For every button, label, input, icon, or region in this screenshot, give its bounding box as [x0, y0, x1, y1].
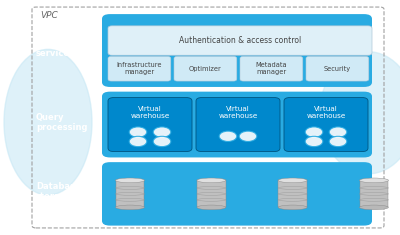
Text: Cloud
services: Cloud services — [36, 39, 75, 58]
Text: Infrastructure
manager: Infrastructure manager — [117, 62, 162, 75]
Ellipse shape — [360, 205, 388, 210]
Ellipse shape — [116, 178, 144, 183]
Text: Virtual
warehouse: Virtual warehouse — [130, 106, 170, 119]
FancyBboxPatch shape — [196, 98, 280, 152]
Ellipse shape — [4, 49, 92, 195]
Ellipse shape — [116, 205, 144, 210]
Bar — [116, 180, 144, 208]
FancyBboxPatch shape — [102, 14, 372, 87]
Circle shape — [329, 127, 347, 137]
Text: Security: Security — [324, 66, 351, 72]
FancyBboxPatch shape — [306, 56, 369, 81]
FancyBboxPatch shape — [108, 98, 192, 152]
FancyBboxPatch shape — [108, 26, 372, 55]
Bar — [278, 180, 307, 208]
Ellipse shape — [360, 178, 388, 183]
Circle shape — [305, 127, 323, 137]
Circle shape — [129, 127, 147, 137]
Bar — [197, 180, 226, 208]
Circle shape — [219, 131, 237, 141]
Circle shape — [153, 136, 171, 147]
Ellipse shape — [197, 205, 226, 210]
Ellipse shape — [320, 52, 400, 174]
FancyBboxPatch shape — [240, 56, 303, 81]
Circle shape — [239, 131, 257, 141]
Text: Authentication & access control: Authentication & access control — [179, 36, 301, 45]
Text: Virtual
warehouse: Virtual warehouse — [306, 106, 346, 119]
Text: VPC: VPC — [40, 11, 58, 20]
FancyBboxPatch shape — [174, 56, 237, 81]
FancyBboxPatch shape — [108, 56, 171, 81]
Bar — [360, 180, 388, 208]
Text: Database
storage: Database storage — [36, 182, 81, 201]
Text: Metadata
manager: Metadata manager — [256, 62, 287, 75]
FancyBboxPatch shape — [284, 98, 368, 152]
Circle shape — [129, 136, 147, 147]
FancyBboxPatch shape — [102, 162, 372, 226]
Circle shape — [305, 136, 323, 147]
Circle shape — [329, 136, 347, 147]
FancyBboxPatch shape — [102, 92, 372, 157]
Text: Virtual
warehouse: Virtual warehouse — [218, 106, 258, 119]
Text: Optimizer: Optimizer — [189, 66, 222, 72]
Circle shape — [153, 127, 171, 137]
Text: Query
processing: Query processing — [36, 113, 88, 132]
Ellipse shape — [278, 205, 307, 210]
Ellipse shape — [197, 178, 226, 183]
Ellipse shape — [278, 178, 307, 183]
